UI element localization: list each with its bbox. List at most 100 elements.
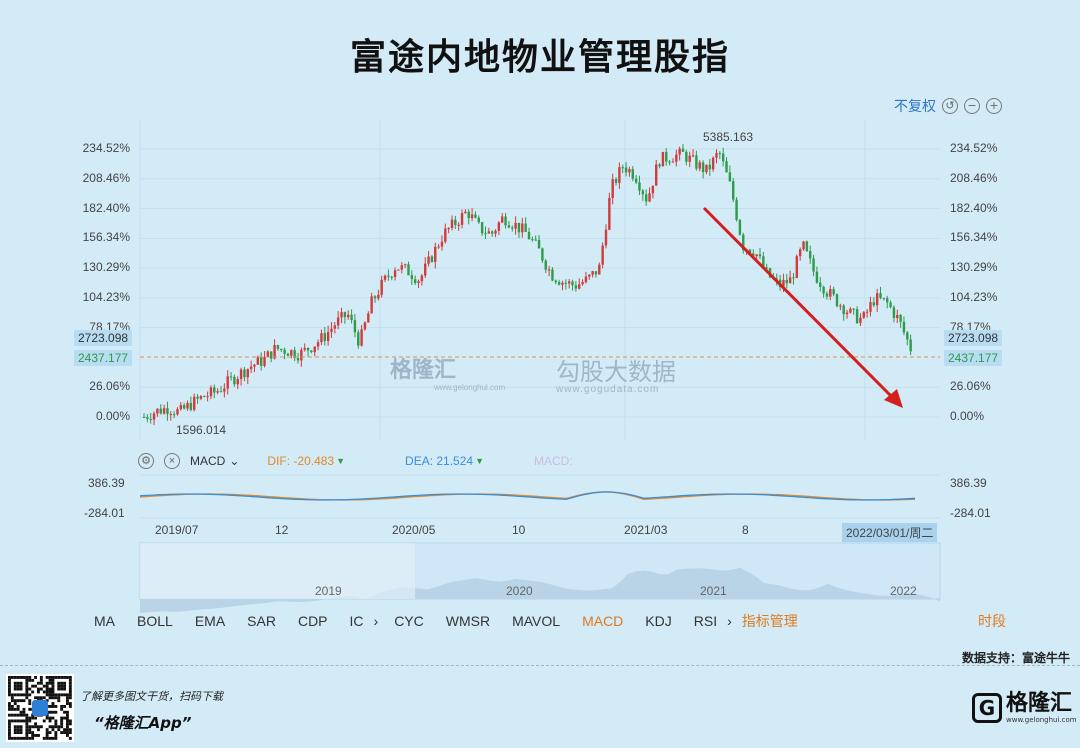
candle: [393, 270, 397, 277]
indicator-mavol[interactable]: MAVOL: [512, 613, 561, 629]
qr-module: [25, 690, 29, 694]
qr-module: [8, 705, 11, 708]
candle: [457, 224, 460, 226]
qr-module: [42, 696, 46, 700]
candle: [313, 346, 316, 353]
x-tick-label: 12: [275, 523, 289, 537]
candle: [420, 275, 424, 282]
candle: [738, 219, 742, 235]
indicator-manage-button[interactable]: 指标管理: [741, 613, 798, 629]
indicator-ic[interactable]: IC: [349, 613, 364, 629]
candle: [413, 279, 417, 284]
indicator-row: MA BOLL EMA SAR CDP IC › CYC WMSR MAVOL …: [94, 611, 1014, 631]
indicator-cdp[interactable]: CDP: [297, 613, 328, 629]
candle: [537, 239, 541, 249]
qr-module: [28, 676, 32, 679]
qr-module: [48, 696, 52, 700]
qr-module: [8, 702, 11, 705]
candle: [333, 325, 337, 329]
zoom-in-icon[interactable]: +: [986, 98, 1002, 114]
candle: [273, 345, 276, 359]
candle: [547, 269, 551, 271]
candle: [447, 228, 450, 230]
candle: [290, 350, 293, 356]
qr-module: [37, 734, 40, 737]
candle: [765, 267, 768, 269]
qr-module: [51, 702, 55, 705]
qr-module: [54, 719, 58, 723]
qr-module: [16, 725, 20, 729]
chevron-right-icon[interactable]: ›: [373, 613, 379, 629]
qr-module: [51, 678, 55, 682]
overview-mask: [140, 543, 415, 599]
zoom-out-icon[interactable]: −: [964, 98, 980, 114]
candle: [809, 251, 812, 259]
indicator-boll[interactable]: BOLL: [137, 613, 173, 629]
qr-module: [66, 710, 69, 714]
candle: [701, 162, 705, 173]
adjust-toggle[interactable]: 不复权: [894, 99, 936, 115]
qr-module: [45, 690, 49, 694]
chart-title: 富途内地物业管理股指: [349, 37, 730, 78]
qr-module: [34, 684, 37, 688]
data-source: 数据支持：富途牛牛: [961, 651, 1070, 665]
candle: [825, 293, 829, 297]
qr-module: [13, 719, 17, 723]
indicator-wmsr[interactable]: WMSR: [445, 613, 491, 629]
qr-module: [28, 678, 32, 682]
candle: [350, 314, 353, 321]
indicator-rsi[interactable]: RSI: [693, 613, 718, 629]
macd-select[interactable]: MACD: [190, 454, 226, 468]
qr-module: [48, 716, 52, 720]
indicator-kdj[interactable]: KDJ: [645, 613, 672, 629]
qr-module: [66, 731, 69, 734]
current-price-right: 2723.098: [944, 330, 1003, 346]
qr-module: [60, 687, 64, 691]
qr-module: [25, 687, 29, 691]
overview-area: [140, 567, 940, 613]
chevron-right-icon[interactable]: ›: [727, 613, 732, 629]
y-tick-label: 104.23%: [82, 289, 130, 304]
qr-module: [68, 702, 72, 705]
qr-module: [37, 690, 40, 694]
chevron-down-icon[interactable]: ⌄: [229, 454, 240, 468]
qr-logo: [32, 700, 48, 716]
indicator-cyc[interactable]: CYC: [394, 613, 424, 629]
candle: [611, 179, 614, 198]
candle: [889, 302, 892, 308]
candle: [169, 414, 172, 416]
indicator-macd[interactable]: MACD: [582, 613, 624, 629]
candle: [504, 216, 507, 226]
indicator-ma[interactable]: MA: [94, 613, 115, 629]
candle: [909, 339, 912, 352]
candle: [239, 369, 243, 380]
indicator-sar[interactable]: SAR: [247, 613, 276, 629]
undo-icon[interactable]: ↺: [942, 98, 958, 114]
x-tick-label: 2020/05: [392, 523, 436, 537]
qr-module: [22, 693, 26, 697]
candle: [226, 376, 229, 389]
period-button[interactable]: 时段: [978, 613, 1006, 629]
qr-module: [68, 681, 72, 685]
footer-logo: G 格隆汇 www.gelonghui.com: [972, 692, 1077, 724]
candle: [370, 296, 373, 314]
close-icon[interactable]: ×: [164, 453, 180, 469]
candle: [159, 408, 162, 414]
qr-module: [60, 681, 64, 685]
overview-year-label: 2020: [506, 584, 533, 598]
qr-code: [6, 674, 74, 742]
y-tick-label: 130.29%: [82, 260, 130, 275]
qr-module: [54, 696, 58, 700]
y-tick-label: 156.34%: [82, 230, 130, 245]
candle: [403, 264, 407, 266]
qr-module: [34, 722, 37, 726]
settings-icon[interactable]: ⚙: [138, 453, 154, 469]
qr-module: [39, 725, 43, 729]
candle: [407, 264, 410, 276]
candle: [440, 241, 444, 247]
candle: [417, 281, 420, 284]
indicator-ema[interactable]: EMA: [194, 613, 226, 629]
x-tick-label: 8: [742, 523, 749, 537]
candle: [896, 314, 899, 318]
candle: [430, 256, 434, 262]
